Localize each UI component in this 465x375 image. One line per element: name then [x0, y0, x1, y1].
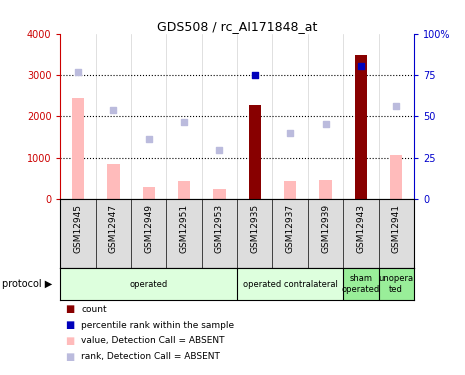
Bar [72, 98, 84, 199]
Bar [107, 164, 120, 199]
Text: ■: ■ [65, 304, 74, 314]
Text: GSM12945: GSM12945 [73, 204, 83, 253]
Point [251, 72, 259, 78]
Text: GSM12937: GSM12937 [286, 204, 295, 254]
Text: ■: ■ [65, 336, 74, 346]
Bar [355, 55, 367, 199]
Bar [178, 181, 190, 199]
Point [180, 118, 188, 124]
Point [110, 106, 117, 112]
Bar [249, 105, 261, 199]
Point [286, 130, 294, 136]
Text: GSM12941: GSM12941 [392, 204, 401, 253]
Point [392, 104, 400, 110]
Bar [379, 268, 414, 300]
Point [74, 69, 82, 75]
Text: operated: operated [130, 280, 168, 289]
Text: GSM12953: GSM12953 [215, 204, 224, 254]
Bar [213, 189, 226, 199]
Text: GSM12935: GSM12935 [250, 204, 259, 254]
Bar [343, 268, 379, 300]
Point [357, 63, 365, 69]
Text: rank, Detection Call = ABSENT: rank, Detection Call = ABSENT [81, 352, 220, 361]
Bar [60, 268, 237, 300]
Text: count: count [81, 305, 107, 314]
Point [322, 121, 329, 127]
Point [216, 147, 223, 153]
Text: GSM12947: GSM12947 [109, 204, 118, 253]
Bar [237, 268, 343, 300]
Text: unopera
ted: unopera ted [379, 274, 414, 294]
Text: operated contralateral: operated contralateral [243, 280, 338, 289]
Text: GSM12939: GSM12939 [321, 204, 330, 254]
Bar [284, 182, 296, 199]
Text: GSM12943: GSM12943 [356, 204, 365, 253]
Title: GDS508 / rc_AI171848_at: GDS508 / rc_AI171848_at [157, 20, 317, 33]
Bar [319, 180, 332, 199]
Text: GSM12951: GSM12951 [179, 204, 189, 254]
Text: protocol ▶: protocol ▶ [2, 279, 53, 289]
Text: sham
operated: sham operated [342, 274, 380, 294]
Text: percentile rank within the sample: percentile rank within the sample [81, 321, 234, 330]
Bar [143, 187, 155, 199]
Text: GSM12949: GSM12949 [144, 204, 153, 253]
Text: value, Detection Call = ABSENT: value, Detection Call = ABSENT [81, 336, 225, 345]
Point [145, 136, 153, 142]
Text: ■: ■ [65, 320, 74, 330]
Text: ■: ■ [65, 352, 74, 362]
Bar [390, 155, 402, 199]
